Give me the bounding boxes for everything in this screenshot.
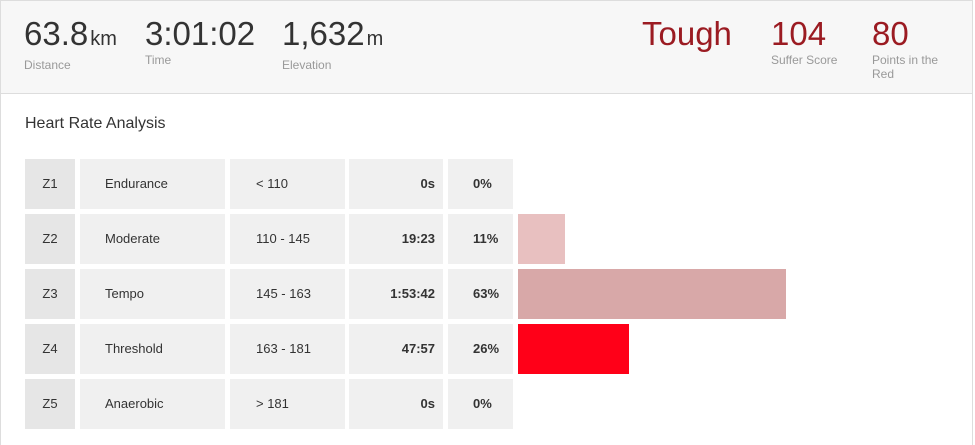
zone-id: Z4 (25, 324, 75, 374)
suffer-score-value: 104 (771, 15, 827, 52)
zone-row-z2: Z2 Moderate 110 - 145 19:23 11% (25, 214, 945, 264)
zone-percent: 11% (448, 214, 513, 264)
stat-intensity: Tough (642, 15, 732, 53)
zone-percent: 63% (448, 269, 513, 319)
zone-id: Z1 (25, 159, 75, 209)
zone-name: Threshold (80, 324, 225, 374)
distance-unit: km (90, 28, 117, 50)
zone-id: Z5 (25, 379, 75, 429)
time-value: 3:01:02 (145, 15, 256, 52)
zone-time: 47:57 (349, 324, 443, 374)
points-in-red-value: 80 (872, 15, 909, 52)
zone-range: 163 - 181 (230, 324, 345, 374)
zone-percent: 26% (448, 324, 513, 374)
stats-bar: 63.8 km Distance 3:01:02 Time 1,632 m Elev… (1, 1, 972, 94)
zone-row-z4: Z4 Threshold 163 - 181 47:57 26% (25, 324, 945, 374)
zone-percent: 0% (448, 159, 513, 209)
section-title: Heart Rate Analysis (25, 115, 166, 132)
zone-name: Endurance (80, 159, 225, 209)
zone-id: Z3 (25, 269, 75, 319)
zone-row-z3: Z3 Tempo 145 - 163 1:53:42 63% (25, 269, 945, 319)
stat-points-in-red: 80 Points in the Red (872, 15, 952, 81)
zone-percent: 0% (448, 379, 513, 429)
elevation-value: 1,632 (282, 15, 365, 52)
stat-distance: 63.8 km Distance (24, 15, 117, 72)
zone-range: 110 - 145 (230, 214, 345, 264)
zone-range: 145 - 163 (230, 269, 345, 319)
suffer-score-label: Suffer Score (771, 53, 838, 67)
zone-row-z1: Z1 Endurance < 110 0s 0% (25, 159, 945, 209)
elevation-label: Elevation (282, 58, 332, 72)
zone-range: > 181 (230, 379, 345, 429)
time-label: Time (145, 53, 172, 67)
zone-name: Moderate (80, 214, 225, 264)
zone-time: 1:53:42 (349, 269, 443, 319)
stat-time: 3:01:02 Time (145, 15, 255, 67)
zone-bar (518, 324, 629, 374)
zone-name: Anaerobic (80, 379, 225, 429)
distance-value: 63.8 (24, 15, 89, 52)
intensity-value: Tough (642, 15, 732, 52)
zone-bar (518, 214, 565, 264)
zone-time: 19:23 (349, 214, 443, 264)
stat-elevation: 1,632 m Elevation (282, 15, 383, 72)
zone-time: 0s (349, 159, 443, 209)
elevation-unit: m (366, 28, 384, 50)
zone-id: Z2 (25, 214, 75, 264)
zone-row-z5: Z5 Anaerobic > 181 0s 0% (25, 379, 945, 429)
points-in-red-label: Points in the Red (872, 53, 939, 81)
stat-suffer-score: 104 Suffer Score (771, 15, 837, 67)
zone-bar (518, 269, 786, 319)
distance-label: Distance (24, 58, 71, 72)
zone-name: Tempo (80, 269, 225, 319)
zone-range: < 110 (230, 159, 345, 209)
zone-time: 0s (349, 379, 443, 429)
